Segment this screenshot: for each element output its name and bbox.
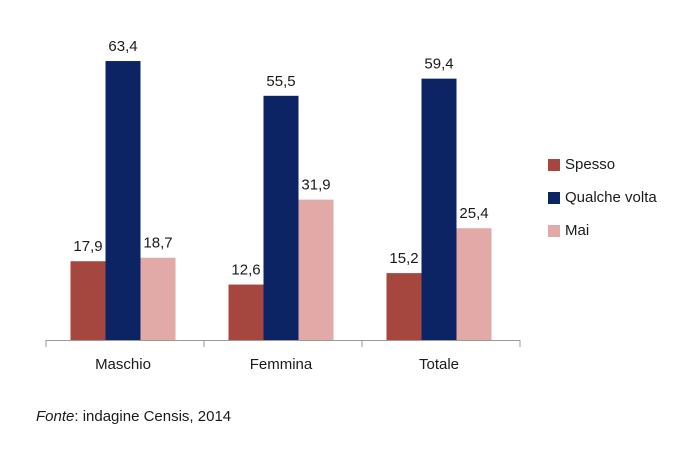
source-text: : indagine Censis, 2014 <box>74 408 232 425</box>
legend-swatch-qualche-volta <box>548 191 560 204</box>
value-label-qualche-volta-totale: 59,4 <box>424 56 453 73</box>
legend-item-qualche-volta: Qualche volta <box>548 181 657 214</box>
legend-swatch-spesso <box>548 158 560 171</box>
value-label-qualche-volta-maschio: 63,4 <box>108 38 137 55</box>
legend-label-qualche-volta: Qualche volta <box>565 189 657 206</box>
value-label-mai-maschio: 18,7 <box>143 235 172 252</box>
source-label: Fonte <box>36 408 75 425</box>
x-tick-label-femmina: Femmina <box>250 356 313 373</box>
bar-mai-femmina <box>298 199 334 340</box>
x-tick-label-maschio: Maschio <box>95 356 151 373</box>
bar-mai-totale <box>456 228 492 340</box>
source-note: Fonte: indagine Censis, 2014 <box>36 408 231 425</box>
legend-swatch-mai <box>548 224 560 237</box>
x-tick-label-totale: Totale <box>419 356 459 373</box>
bar-spesso-maschio <box>70 261 106 340</box>
bar-qualche-volta-totale <box>421 78 457 340</box>
value-label-mai-totale: 25,4 <box>459 205 488 222</box>
legend: Spesso Qualche volta Mai <box>548 148 657 247</box>
value-label-spesso-maschio: 17,9 <box>73 238 102 255</box>
bar-mai-maschio <box>140 257 176 340</box>
x-axis: Maschio Femmina Totale <box>45 340 521 373</box>
bar-chart: 17,9 63,4 18,7 12,6 55,5 31,9 15,2 59,4 25,4 Mas… <box>45 38 521 373</box>
bar-spesso-totale <box>386 273 422 340</box>
value-labels-group: 17,9 63,4 18,7 12,6 55,5 31,9 15,2 59,4 25,4 <box>73 38 488 279</box>
bars-group <box>70 61 492 340</box>
legend-label-mai: Mai <box>565 222 590 239</box>
legend-label-spesso: Spesso <box>565 156 616 173</box>
legend-item-mai: Mai <box>548 214 657 247</box>
bar-qualche-volta-femmina <box>263 95 299 340</box>
value-label-spesso-totale: 15,2 <box>389 250 418 267</box>
bar-qualche-volta-maschio <box>105 61 141 340</box>
bar-spesso-femmina <box>228 284 264 340</box>
value-label-mai-femmina: 31,9 <box>301 177 330 194</box>
value-label-qualche-volta-femmina: 55,5 <box>266 73 295 90</box>
value-label-spesso-femmina: 12,6 <box>231 262 260 279</box>
legend-item-spesso: Spesso <box>548 148 657 181</box>
